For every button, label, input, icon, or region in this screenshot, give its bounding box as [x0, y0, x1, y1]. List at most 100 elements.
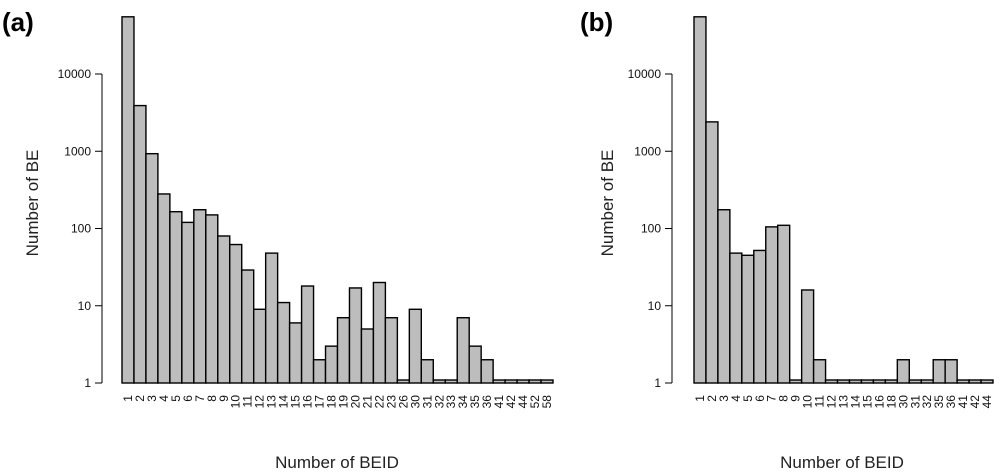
panel-a-bar	[193, 209, 207, 384]
panel-a-bar	[241, 269, 255, 384]
panel-a-x-tick-label: 30	[408, 395, 422, 409]
panel-a-bar	[480, 359, 494, 384]
panel-a-bar	[324, 345, 339, 384]
panel-b-bar	[741, 254, 755, 384]
panel-b-bar	[908, 379, 922, 384]
panel-a-bar	[145, 152, 159, 384]
panel-a-x-tick-label: 18	[325, 395, 339, 409]
panel-a-bar	[264, 252, 279, 384]
panel-b-x-axis-title: Number of BEID	[780, 453, 904, 472]
panel-b: (b) Number of BE Number of BEID 1 10 100 10…	[580, 7, 994, 472]
panel-b-x-tick-label: 14	[848, 395, 862, 409]
panel-a-x-tick-label: 23	[384, 395, 398, 409]
panel-b-x-tick-label: 18	[884, 395, 898, 409]
panel-a-bar	[396, 379, 411, 384]
panel-b-x-tick-label: 35	[932, 395, 946, 409]
panel-a-x-tick-label: 19	[336, 395, 350, 409]
panel-a-bar	[217, 235, 231, 384]
panel-a-x-tick-label: 4	[157, 395, 171, 402]
panel-a-y-tick-label: 100	[71, 222, 91, 236]
panel-b-bar	[693, 16, 707, 384]
panel-a-x-tick-label: 58	[540, 395, 554, 409]
panel-b-bar	[848, 379, 863, 384]
panel-b-x-tick-label: 9	[789, 395, 803, 402]
panel-a-bar	[276, 301, 291, 384]
panel-b-x-tick-label: 30	[896, 395, 910, 409]
panel-b-bar	[812, 359, 827, 384]
panel-a-x-tick-label: 20	[348, 395, 362, 409]
panel-a-x-tick-label: 14	[277, 395, 291, 409]
panel-a-x-tick-label: 13	[265, 395, 279, 409]
panel-b-bar	[896, 359, 910, 384]
panel-b-x-tick-label: 36	[944, 395, 958, 409]
panel-b-bar	[920, 379, 934, 384]
panel-a-bar	[492, 379, 506, 384]
panel-a-bar	[384, 317, 399, 384]
panel-a-x-tick-label: 31	[420, 395, 434, 409]
panel-a-bar	[169, 210, 183, 384]
panel-a-x-tick-label: 26	[396, 395, 410, 409]
panel-a-y-tick-label: 10	[78, 299, 92, 313]
panel-a-y-axis-title: Number of BE	[23, 150, 42, 257]
panel-b-bar	[980, 379, 994, 384]
panel-a-bar	[372, 281, 387, 384]
panel-b-x-tick-label: 42	[968, 395, 982, 409]
panel-a-bar	[432, 379, 446, 384]
panel-a-x-tick-label: 34	[456, 395, 470, 409]
panel-b-x-tick-label: 16	[872, 395, 886, 409]
panel-a-bar	[288, 322, 303, 384]
panel-b-x-tick-label: 44	[980, 395, 994, 409]
panel-b-x-tick-label: 31	[908, 395, 922, 409]
panel-a-x-tick-label: 8	[205, 395, 219, 402]
panel-a-x-tick-label: 7	[193, 395, 207, 402]
panel-a-bar	[420, 359, 434, 384]
panel-a-x-tick-label: 1	[121, 395, 135, 402]
panel-b-x-tick-label: 3	[717, 395, 731, 402]
panel-a-bar	[229, 243, 243, 384]
panel-b-y-tick-label: 10000	[628, 67, 662, 81]
panel-b-bar	[777, 224, 791, 384]
panel-a-bar	[468, 345, 482, 384]
panel-b-x-tick-label: 7	[765, 395, 779, 402]
panel-a-x-tick-label: 33	[444, 395, 458, 409]
panel-a-y-tick-label: 1000	[64, 144, 91, 158]
panel-b-bar	[836, 379, 851, 384]
panel-b-bar	[800, 289, 815, 384]
panel-a-bar	[516, 379, 530, 384]
panel-b-x-tick-label: 13	[837, 395, 851, 409]
panel-a-x-tick-label: 36	[480, 395, 494, 409]
panel-b-x-tick-label: 6	[753, 395, 767, 402]
panel-b-x-tick-label: 12	[825, 395, 839, 409]
panel-a-x-tick-label: 3	[145, 395, 159, 402]
panel-a-x-tick-label: 35	[468, 395, 482, 409]
panel-b-bar	[824, 379, 839, 384]
panel-b-bar	[717, 209, 731, 384]
panel-a-bar	[157, 193, 171, 384]
panel-b-bar	[968, 379, 982, 384]
panel-a-x-tick-label: 9	[217, 395, 231, 402]
panel-b-x-tick-label: 2	[705, 395, 719, 402]
panel-b-x-tick-label: 4	[729, 395, 743, 402]
panel-a-y-tick-label: 1	[84, 376, 91, 390]
panel-b-bar	[872, 379, 887, 384]
panel-a-bar	[133, 104, 147, 384]
panel-b-x-tick-label: 8	[777, 395, 791, 402]
panel-a-x-tick-label: 21	[360, 395, 374, 409]
panel-b-y-tick-label: 1	[654, 376, 661, 390]
panel-a: (a) Number of BE Number of BEID 1 10 100 10…	[2, 7, 554, 472]
panel-a-bar	[504, 379, 518, 384]
panel-a-bar	[181, 221, 195, 384]
panel-b-y-tick-label: 100	[641, 222, 661, 236]
panel-a-bar	[456, 317, 470, 384]
panel-a-x-axis-title: Number of BEID	[275, 453, 399, 472]
panel-a-x-tick-label: 11	[241, 395, 255, 408]
panel-b-y-axis-title: Number of BE	[598, 150, 617, 257]
panel-b-x-tick-label: 10	[801, 395, 815, 409]
panel-a-x-tick-label: 5	[169, 395, 183, 402]
panel-a-bar	[444, 379, 458, 384]
panel-a-x-tick-label: 16	[301, 395, 315, 409]
panel-b-x-tick-label: 41	[956, 395, 970, 409]
panel-a-x-tick-label: 6	[181, 395, 195, 402]
panel-b-x-tick-label: 32	[920, 395, 934, 409]
